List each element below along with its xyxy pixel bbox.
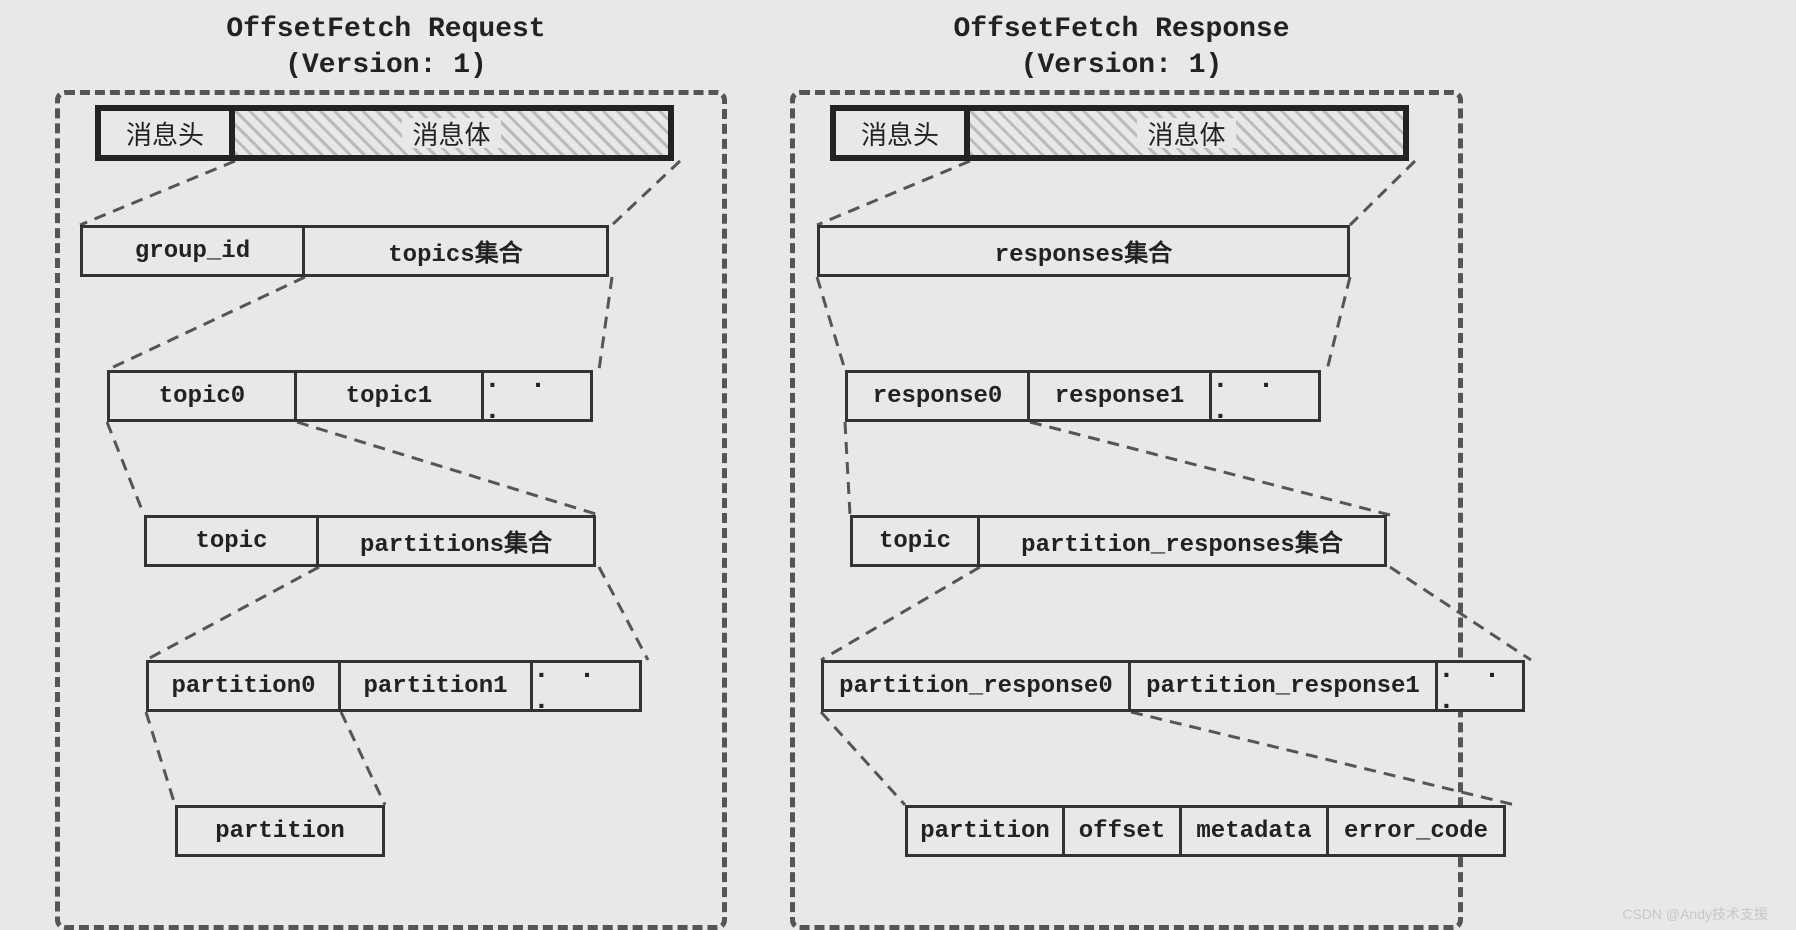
left-level4-cell-1: partition1 — [338, 660, 533, 712]
left-level1-cell-0: group_id — [80, 225, 305, 277]
right-level4-cell-0: partition_response0 — [821, 660, 1131, 712]
left-header_row: 消息头 消息体 — [95, 105, 674, 161]
right-level3: topicpartition_responses集合 — [850, 515, 1387, 567]
left-level3-cell-0: topic — [144, 515, 319, 567]
left-level4-cell-2: . . . — [530, 660, 642, 712]
right-level5-cell-0: partition — [905, 805, 1065, 857]
left-header_row-cell-0: 消息头 — [95, 105, 235, 161]
right-level5: partitionoffsetmetadataerror_code — [905, 805, 1506, 857]
right-level2-cell-2: . . . — [1209, 370, 1321, 422]
left-level1-cell-1: topics集合 — [302, 225, 609, 277]
left-level4: partition0partition1. . . — [146, 660, 642, 712]
diagram-canvas: CSDN @Andy技术支援 OffsetFetch Request (Vers… — [0, 0, 1796, 930]
right-level3-cell-0: topic — [850, 515, 980, 567]
left-level3: topicpartitions集合 — [144, 515, 596, 567]
left-level2: topic0topic1. . . — [107, 370, 593, 422]
right-header_row: 消息头 消息体 — [830, 105, 1409, 161]
left-level5-cell-0: partition — [175, 805, 385, 857]
left-level2-cell-0: topic0 — [107, 370, 297, 422]
left-panel — [55, 90, 727, 930]
left-level2-cell-1: topic1 — [294, 370, 484, 422]
left-level5: partition — [175, 805, 385, 857]
left-level3-cell-1: partitions集合 — [316, 515, 596, 567]
left-level1: group_idtopics集合 — [80, 225, 609, 277]
right-header_row-cell-1: 消息体 — [964, 105, 1409, 161]
right-level4-cell-1: partition_response1 — [1128, 660, 1438, 712]
right-header_row-cell-0: 消息头 — [830, 105, 970, 161]
right-level5-cell-2: metadata — [1179, 805, 1329, 857]
right-level2-cell-0: response0 — [845, 370, 1030, 422]
left-level2-cell-2: . . . — [481, 370, 593, 422]
left-header_row-cell-1: 消息体 — [229, 105, 674, 161]
left-title: OffsetFetch Request (Version: 1) — [55, 12, 717, 85]
right-level2: response0response1. . . — [845, 370, 1321, 422]
right-title: OffsetFetch Response (Version: 1) — [790, 12, 1453, 85]
right-header_row-cell-1-label: 消息体 — [1137, 118, 1235, 149]
left-header_row-cell-1-label: 消息体 — [402, 118, 500, 149]
right-panel — [790, 90, 1463, 930]
right-level2-cell-1: response1 — [1027, 370, 1212, 422]
left-level4-cell-0: partition0 — [146, 660, 341, 712]
right-level5-cell-1: offset — [1062, 805, 1182, 857]
right-level1-cell-0: responses集合 — [817, 225, 1350, 277]
right-level4-cell-2: . . . — [1435, 660, 1525, 712]
watermark: CSDN @Andy技术支援 — [1622, 904, 1768, 924]
right-level4: partition_response0partition_response1. … — [821, 660, 1525, 712]
right-level5-cell-3: error_code — [1326, 805, 1506, 857]
right-level1: responses集合 — [817, 225, 1350, 277]
right-level3-cell-1: partition_responses集合 — [977, 515, 1387, 567]
